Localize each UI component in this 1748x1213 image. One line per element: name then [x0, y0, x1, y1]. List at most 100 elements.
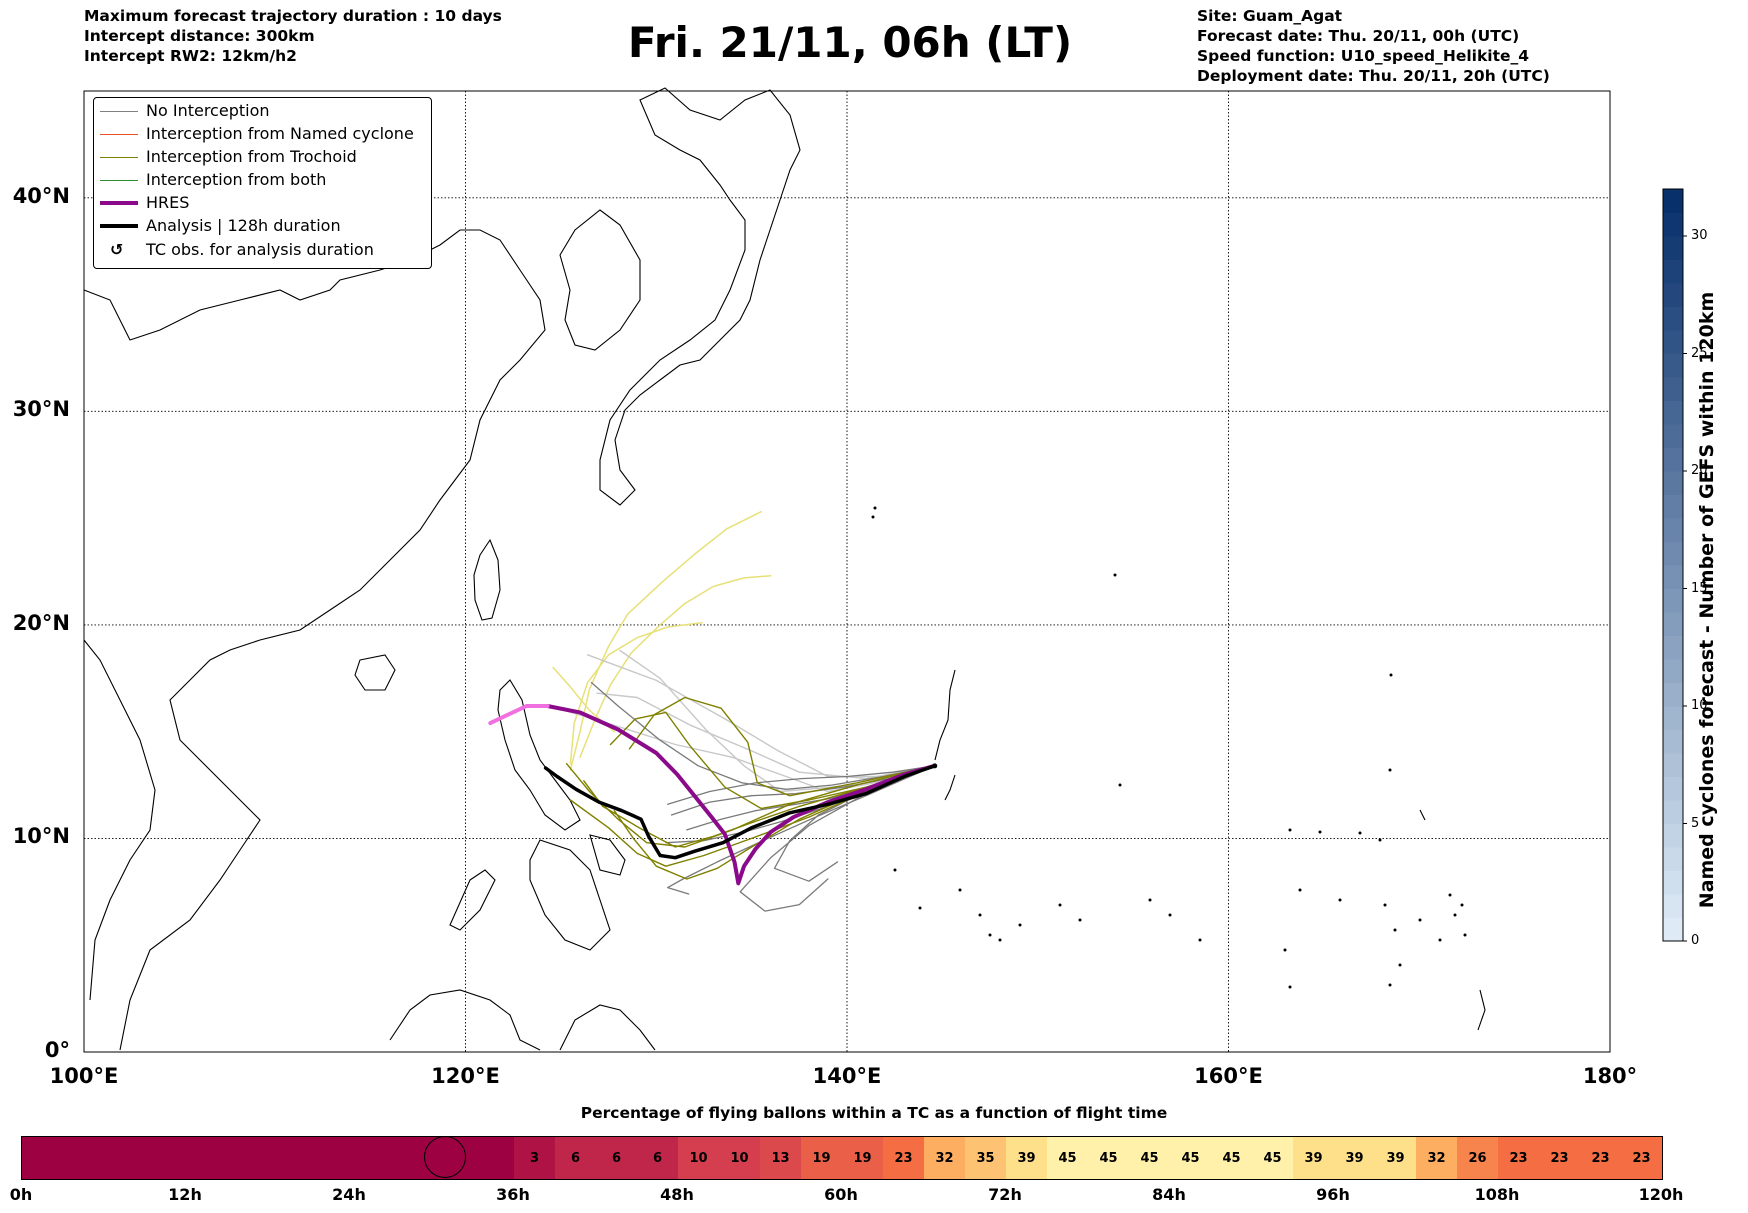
- flight-bar-segment: 45: [1088, 1137, 1129, 1179]
- flight-bar-segment: 45: [1170, 1137, 1211, 1179]
- flight-bar-segment: [186, 1137, 227, 1179]
- colorbar-tick-label: 10: [1691, 698, 1708, 713]
- flight-bar-segment: 26: [1457, 1137, 1498, 1179]
- coastline: [1419, 809, 1426, 821]
- flight-bar-segment: 35: [965, 1137, 1006, 1179]
- island-dot: [958, 888, 962, 892]
- trajectory-trochoid: [609, 711, 936, 810]
- coastline: [389, 989, 541, 1051]
- flight-time-tick-label: 12h: [168, 1185, 202, 1204]
- colorbar-title: Named cyclones forecast - Number of GEFS…: [1696, 291, 1718, 909]
- flight-time-tick-label: 72h: [988, 1185, 1022, 1204]
- colorbar-tick-label: 20: [1691, 463, 1708, 478]
- header-left-info: Maximum forecast trajectory duration : 1…: [84, 6, 502, 66]
- analysis-track: [543, 764, 937, 860]
- flight-bar-segment: 3: [514, 1137, 555, 1179]
- speed-function-text: Speed function: U10_speed_Helikite_4: [1197, 47, 1530, 65]
- flight-bar-segment: 32: [1416, 1137, 1457, 1179]
- coastline: [559, 209, 641, 351]
- coastline: [497, 679, 581, 831]
- hres-track: [545, 704, 937, 886]
- flight-bar-segment: 19: [842, 1137, 883, 1179]
- flight-time-tick-label: 48h: [660, 1185, 694, 1204]
- hres-track-recent: [488, 704, 550, 726]
- coastline: [83, 229, 546, 1051]
- legend-swatch: [100, 201, 138, 205]
- max-duration-text: Maximum forecast trajectory duration : 1…: [84, 7, 502, 25]
- legend-item-trochoid: Interception from Trochoid: [94, 146, 431, 168]
- flight-bar-segment: 6: [637, 1137, 678, 1179]
- island-dot: [1438, 938, 1442, 942]
- flight-bar-segment: 45: [1252, 1137, 1293, 1179]
- deployment-date-text: Deployment date: Thu. 20/11, 20h (UTC): [1197, 67, 1550, 85]
- flight-bar-segment: [309, 1137, 350, 1179]
- island-dot: [1298, 888, 1302, 892]
- colorbar-tick-label: 25: [1691, 345, 1708, 361]
- flight-time-tick-label: 0h: [9, 1185, 33, 1204]
- island-dot: [1113, 573, 1117, 577]
- legend-swatch: [100, 134, 138, 135]
- lon-tick-label: 140°E: [812, 1064, 882, 1088]
- coastline: [934, 669, 956, 761]
- island-dot: [998, 938, 1002, 942]
- island-dot: [1453, 913, 1457, 917]
- flight-bar-segment: [104, 1137, 145, 1179]
- legend-item-both: Interception from both: [94, 169, 431, 191]
- flight-bar-segment: 45: [1211, 1137, 1252, 1179]
- trajectory-yellow: [569, 622, 703, 765]
- trajectory-no-interception: [667, 765, 936, 895]
- trajectory-trochoid: [583, 765, 936, 848]
- launch-site-marker: [932, 763, 938, 769]
- island-dot: [1078, 918, 1082, 922]
- island-dot: [1288, 828, 1292, 832]
- island-dot: [1378, 838, 1382, 842]
- lat-tick-label: 10°N: [12, 824, 70, 849]
- island-dot: [1389, 673, 1393, 677]
- island-dot: [1463, 933, 1467, 937]
- legend-label: Interception from Trochoid: [146, 147, 357, 166]
- colorbar-tick-label: 0: [1691, 933, 1700, 948]
- island-dot: [1018, 923, 1022, 927]
- lat-tick-label: 20°N: [12, 610, 70, 635]
- island-dot: [1283, 948, 1287, 952]
- island-dot: [1418, 918, 1422, 922]
- island-dot: [918, 906, 922, 910]
- flight-bar-segment: 23: [883, 1137, 924, 1179]
- legend-swatch: [100, 111, 138, 112]
- island-dot: [1288, 985, 1292, 989]
- flight-time-tick-label: 96h: [1316, 1185, 1350, 1204]
- flight-bar-segment: 32: [924, 1137, 965, 1179]
- flight-bar-segment: 39: [1006, 1137, 1047, 1179]
- flight-time-tick-label: 108h: [1474, 1185, 1520, 1204]
- legend-label: HRES: [146, 193, 190, 212]
- map-legend: No Interception Interception from Named …: [93, 97, 432, 269]
- flight-bar-segment: [145, 1137, 186, 1179]
- trajectory-no-interception: [667, 765, 936, 805]
- flight-bar-segment: 6: [596, 1137, 637, 1179]
- island-dot: [1358, 831, 1362, 835]
- flight-bar-segment: [63, 1137, 104, 1179]
- flight-bar-segment: 45: [1129, 1137, 1170, 1179]
- coastline: [944, 774, 956, 801]
- lat-tick-label: 30°N: [12, 397, 70, 422]
- trajectory-trochoid: [628, 696, 936, 797]
- lat-tick-label: 0°: [44, 1038, 70, 1062]
- flight-bar-segment: 23: [1580, 1137, 1621, 1179]
- flight-bar-segment: 39: [1375, 1137, 1416, 1179]
- intercept-distance-text: Intercept distance: 300km: [84, 27, 315, 45]
- trajectory-light-gray: [596, 692, 936, 780]
- island-dot: [1168, 913, 1172, 917]
- island-dot: [988, 933, 992, 937]
- flight-bar-segment: 23: [1621, 1137, 1662, 1179]
- island-dot: [1148, 898, 1152, 902]
- coastline: [599, 87, 801, 506]
- island-dot: [871, 515, 875, 519]
- island-dot: [1318, 830, 1322, 834]
- coastline: [529, 839, 611, 951]
- legend-item-tc-obs: ↺ TC obs. for analysis duration: [94, 239, 431, 261]
- header-right-info: Site: Guam_Agat Forecast date: Thu. 20/1…: [1197, 6, 1550, 86]
- flight-bar-segment: 10: [678, 1137, 719, 1179]
- coastline: [559, 1004, 656, 1051]
- island-dot: [1448, 893, 1452, 897]
- legend-item-named-cyclone: Interception from Named cyclone: [94, 123, 431, 145]
